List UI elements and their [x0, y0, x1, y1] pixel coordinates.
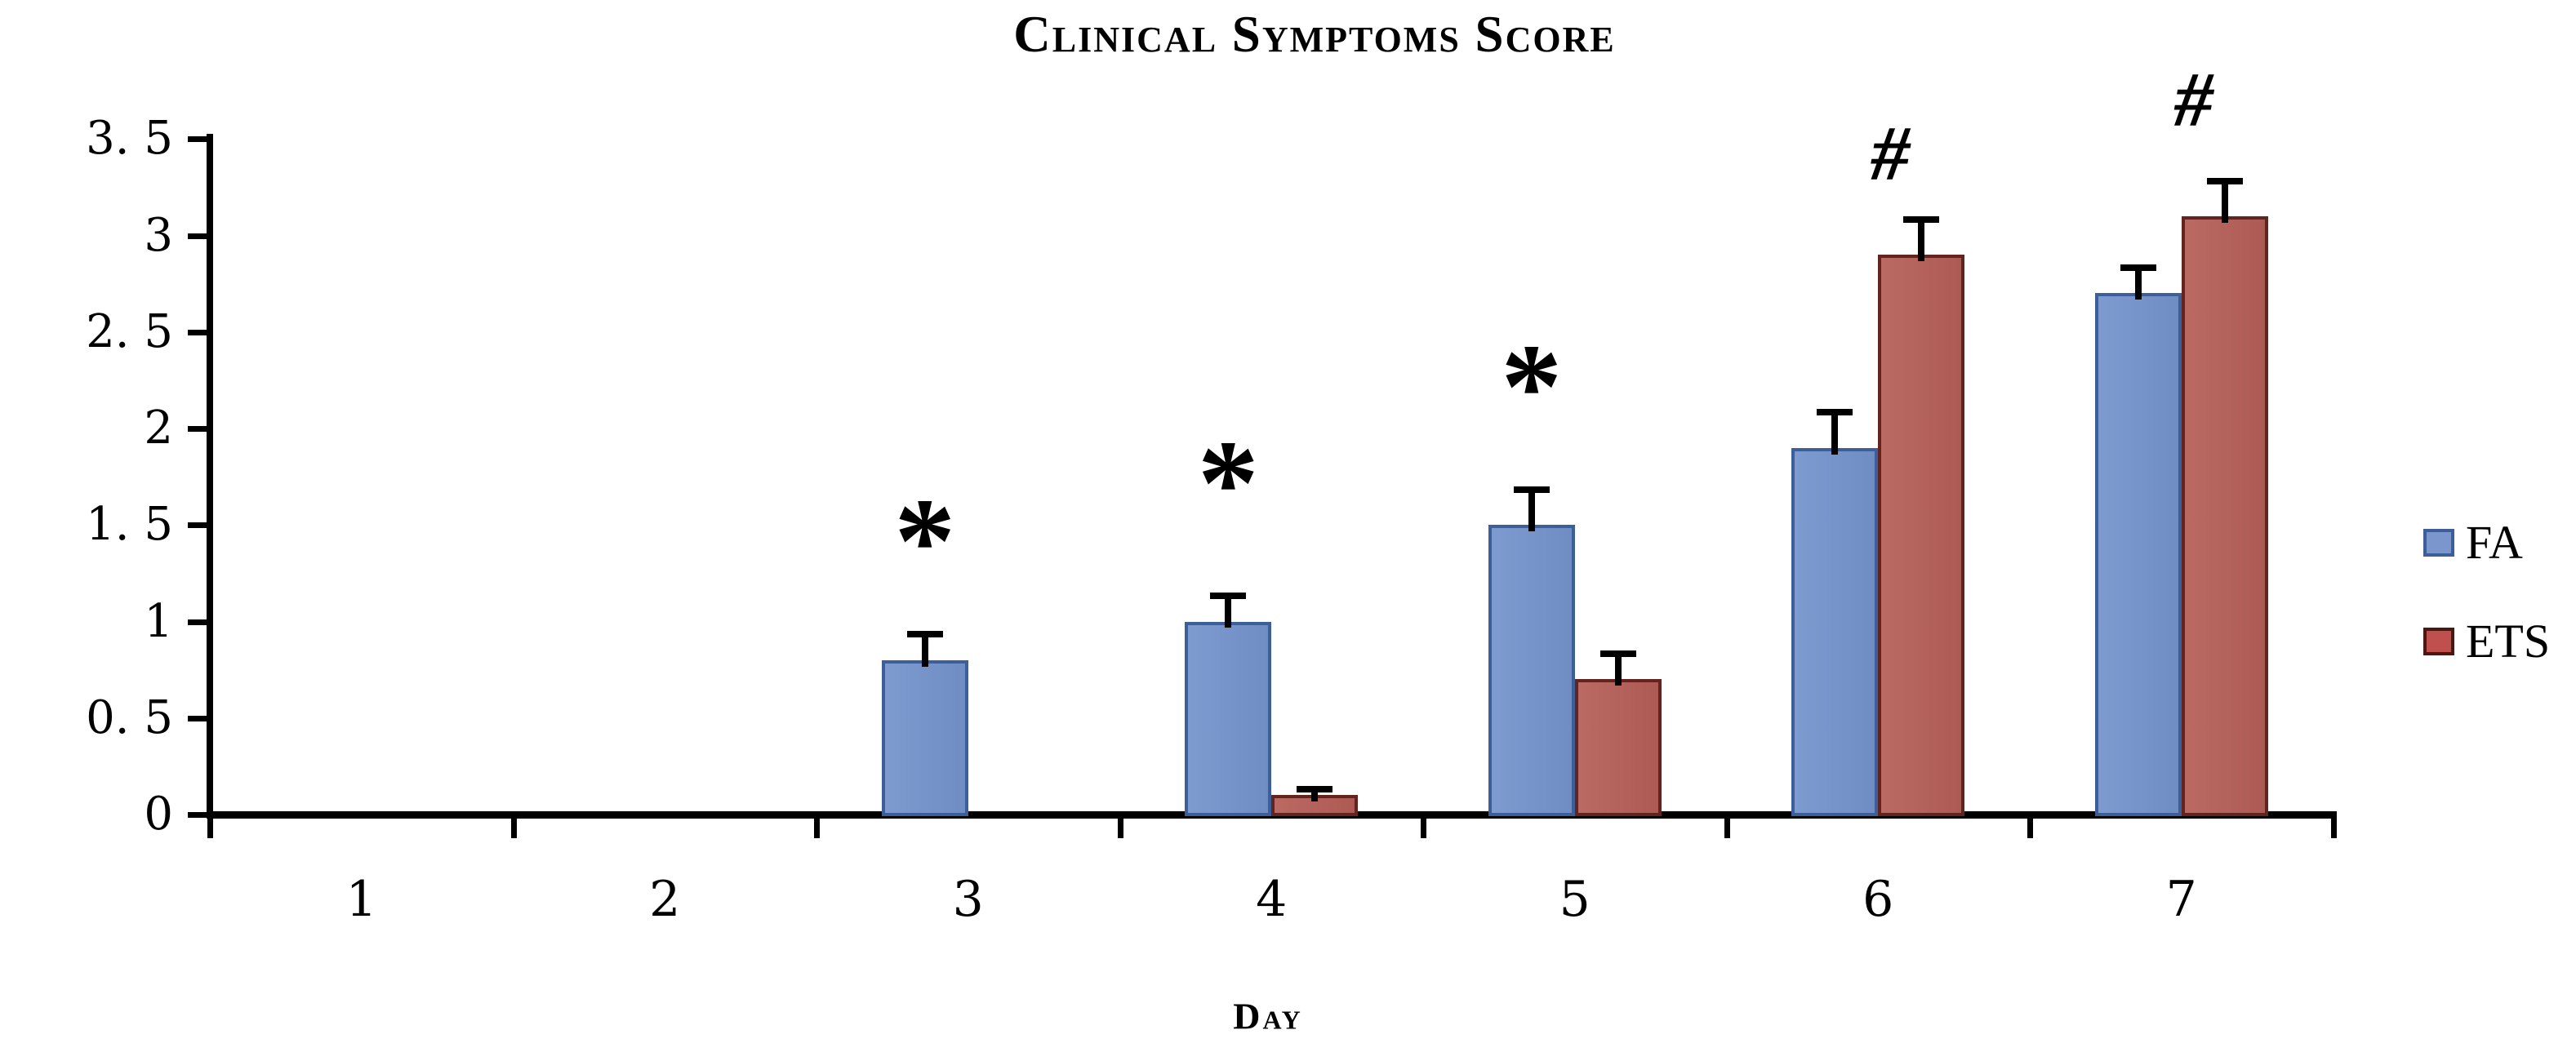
y-tick [188, 715, 210, 721]
x-tick [2330, 819, 2337, 838]
y-tick [188, 426, 210, 432]
y-tick-label: 1 [144, 594, 173, 648]
x-axis-category-label: 6 [1862, 871, 1894, 928]
legend-item-ets: ETS [2423, 618, 2550, 665]
x-tick [207, 819, 213, 838]
error-bar-fa-day4 [1210, 593, 1247, 628]
error-bar-fa-day6 [1817, 409, 1853, 454]
legend-swatch-ets-icon [2423, 628, 2454, 655]
y-tick [188, 522, 210, 529]
legend-item-fa: FA [2423, 519, 2550, 566]
x-axis-category-label: 1 [345, 871, 377, 928]
y-tick-label: 0. 5 [86, 690, 173, 744]
significance-marker-day3: * [894, 473, 956, 610]
y-tick-label: 3 [144, 208, 173, 262]
y-tick-label: 0 [144, 788, 173, 841]
significance-marker-day7: # [2174, 55, 2213, 143]
error-bar-ets-day6 [1903, 215, 1940, 261]
legend-swatch-fa-icon [2423, 529, 2454, 557]
legend-label-fa: FA [2466, 516, 2523, 569]
bar-ets-day5 [1574, 679, 1662, 816]
legend-label-ets: ETS [2466, 615, 2551, 668]
bar-fa-day5 [1488, 525, 1575, 816]
x-tick [1421, 819, 1426, 838]
error-bar-ets-day7 [2206, 177, 2243, 223]
significance-marker-day4: * [1197, 415, 1259, 552]
y-tick [188, 233, 210, 239]
x-tick [1117, 819, 1123, 838]
x-axis-category-label: 7 [2165, 871, 2197, 928]
y-tick-label: 2. 5 [86, 304, 173, 358]
error-bar-fa-day5 [1513, 486, 1550, 531]
x-axis-category-label: 3 [952, 871, 984, 928]
x-tick [1724, 819, 1730, 838]
error-bar-fa-day3 [906, 631, 943, 666]
y-axis-line [207, 134, 213, 818]
bar-ets-day7 [2181, 215, 2268, 816]
bar-ets-day6 [1878, 255, 1965, 816]
bar-fa-day7 [2094, 293, 2182, 816]
x-axis-category-label: 5 [1559, 871, 1591, 928]
error-bar-ets-day4 [1297, 785, 1333, 802]
y-tick [188, 619, 210, 625]
y-tick [188, 812, 210, 818]
y-tick [188, 136, 210, 143]
y-tick-label: 3. 5 [86, 112, 173, 166]
x-tick [2027, 819, 2033, 838]
legend: FA ETS [2423, 519, 2550, 665]
x-tick [814, 819, 820, 838]
significance-marker-day5: * [1501, 319, 1563, 455]
y-tick [188, 329, 210, 335]
error-bar-ets-day5 [1599, 650, 1636, 686]
bar-fa-day4 [1185, 621, 1272, 816]
x-axis-category-label: 4 [1256, 871, 1288, 928]
x-axis-category-label: 2 [649, 871, 681, 928]
significance-marker-day6: # [1871, 109, 1911, 197]
bar-fa-day3 [881, 659, 968, 816]
chart-title: Clinical Symptoms Score [1013, 6, 1616, 63]
y-tick-label: 2 [144, 402, 173, 455]
bar-fa-day6 [1791, 447, 1879, 816]
x-axis-title: Day [1233, 995, 1303, 1037]
y-tick-label: 1. 5 [86, 498, 173, 552]
error-bar-fa-day7 [2120, 264, 2156, 300]
x-tick [510, 819, 517, 838]
